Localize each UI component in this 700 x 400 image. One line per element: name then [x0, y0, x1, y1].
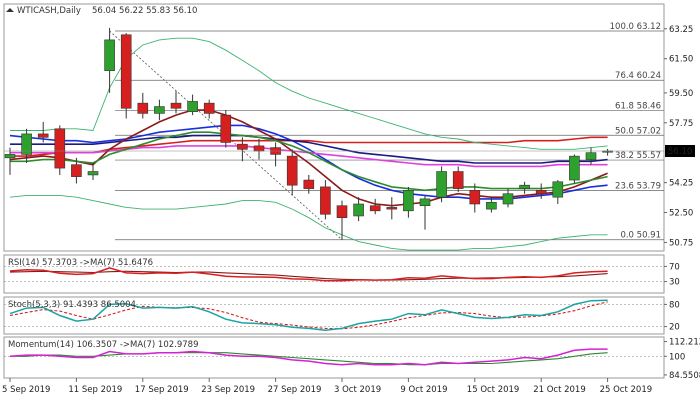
fib-level-label: 50.0 57.02 — [615, 126, 661, 136]
symbol-header: WTICASH,Daily — [17, 6, 81, 16]
x-tick-label: 15 Oct 2019 — [467, 385, 520, 395]
candle-body — [220, 114, 232, 143]
candle-body — [203, 102, 215, 114]
x-tick-label: 3 Oct 2019 — [334, 385, 381, 395]
candle-body — [369, 205, 381, 212]
ma-line-7 — [9, 194, 608, 251]
current-price-label: 56.10 — [668, 147, 692, 157]
current-price-box — [665, 145, 695, 158]
momentum-tick-label: 84.5508 — [669, 371, 700, 381]
candle-body — [303, 179, 315, 189]
fib-level-label: 0.0 50.91 — [620, 231, 661, 241]
candle-body — [54, 128, 66, 169]
candle-body — [452, 171, 464, 189]
price-tick-label: 54.25 — [669, 179, 693, 189]
candle-body — [154, 106, 165, 114]
candle-body — [137, 102, 149, 114]
candle-body — [386, 207, 398, 210]
stoch-main-line — [9, 299, 608, 332]
candle-body — [436, 171, 447, 198]
ma-line-6 — [10, 37, 608, 150]
stoch-tick-label: 20 — [669, 323, 680, 333]
fib-level-label: 61.8 58.46 — [615, 102, 661, 112]
candle-body — [552, 181, 564, 198]
panel-frame-mom — [3, 336, 665, 379]
candle-body — [21, 133, 32, 155]
candle-body — [486, 201, 497, 210]
ma-line-2 — [10, 134, 608, 164]
momentum-signal-line — [10, 352, 608, 366]
candle-body — [336, 205, 348, 218]
candle-body — [253, 145, 265, 152]
candle-body — [419, 198, 431, 207]
price-tick-label: 57.75 — [669, 119, 693, 129]
fib-level-label: 38.2 55.57 — [615, 151, 661, 161]
candle-body — [469, 190, 481, 205]
fib-level-label: 100.0 63.12 — [610, 22, 661, 32]
panel-frame-rsi — [3, 254, 665, 294]
x-tick-label: 17 Sep 2019 — [135, 385, 189, 395]
momentum-tick-label: 112.2125 — [669, 338, 700, 348]
candle-body — [353, 203, 364, 217]
candle-body — [87, 171, 99, 176]
momentum-header: Momentum(14) 106.3507 ->MA(7) 102.9789 — [8, 340, 198, 350]
candle-body — [585, 152, 597, 160]
x-tick-label: 25 Oct 2019 — [600, 385, 653, 395]
x-tick-label: 23 Sep 2019 — [201, 385, 255, 395]
fib-level-label: 23.6 53.79 — [615, 181, 661, 191]
momentum-tick-label: 100 — [669, 352, 685, 362]
candle-body — [502, 193, 514, 205]
rsi-main-line — [9, 267, 608, 282]
momentum-main-line — [9, 348, 608, 366]
fib-level-label: 76.4 60.24 — [615, 71, 661, 81]
ma-line-5 — [10, 131, 608, 192]
candle-body — [120, 34, 132, 109]
panel-frame-stoch — [3, 296, 665, 335]
price-tick-label: 50.75 — [669, 238, 693, 248]
candle-body — [71, 164, 82, 177]
candle-body — [104, 39, 115, 71]
ohlc-header: 56.04 56.22 55.83 56.10 — [92, 6, 197, 16]
x-tick-label: 21 Oct 2019 — [533, 385, 586, 395]
candle-body — [535, 190, 547, 195]
price-tick-label: 61.50 — [669, 55, 693, 65]
stoch-tick-label: 80 — [669, 300, 680, 310]
x-tick-label: 27 Sep 2019 — [268, 385, 322, 395]
candle-body — [286, 155, 298, 186]
candle-body — [320, 186, 331, 215]
candle-body — [37, 133, 49, 138]
rsi-header: RSI(14) 57.3703 ->MA(7) 51.6476 — [8, 258, 153, 268]
price-tick-label: 52.50 — [669, 209, 693, 219]
stoch-header: Stoch(5,3,3) 91.4393 86.5004 — [8, 300, 136, 310]
rsi-tick-label: 70 — [669, 262, 680, 272]
x-tick-label: 9 Oct 2019 — [400, 385, 447, 395]
collapse-triangle-icon — [6, 8, 14, 12]
rsi-tick-label: 30 — [669, 278, 680, 288]
price-tick-label: 59.50 — [669, 89, 693, 99]
price-tick-label: 63.25 — [669, 25, 693, 35]
candle-body — [170, 102, 182, 109]
candle-body — [569, 155, 580, 181]
panel-frame-price — [3, 3, 665, 252]
candle-body — [187, 101, 198, 112]
candle-body — [237, 143, 248, 150]
x-tick-label: 5 Sep 2019 — [2, 385, 50, 395]
candle-body — [403, 190, 414, 212]
candle-body — [4, 154, 16, 159]
candle-body — [519, 184, 530, 189]
x-tick-label: 11 Sep 2019 — [68, 385, 122, 395]
